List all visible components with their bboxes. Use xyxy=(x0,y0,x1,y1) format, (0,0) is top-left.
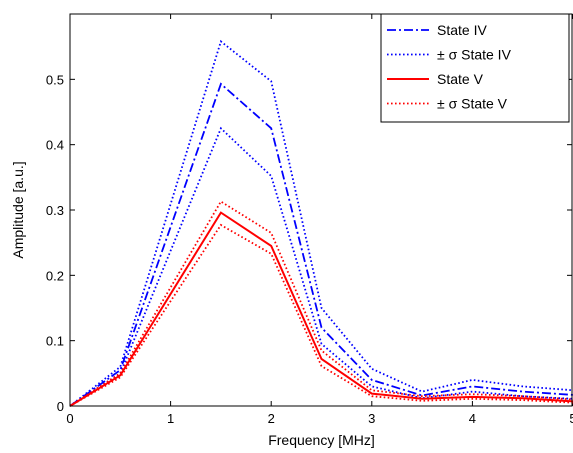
legend-label: State V xyxy=(437,71,484,87)
legend-label: State IV xyxy=(437,22,487,38)
series-line-1 xyxy=(69,39,573,407)
legend: State IV ± σ State IV State V ± σ State V xyxy=(380,13,570,123)
x-tick-label: 0 xyxy=(66,411,73,426)
series-line-0 xyxy=(69,82,573,407)
plot-frame xyxy=(69,13,573,407)
y-tick-label: 0.2 xyxy=(46,268,64,283)
x-tick-label: 5 xyxy=(569,411,573,426)
x-tick-label: 4 xyxy=(469,411,476,426)
legend-label: ± σ State V xyxy=(437,96,508,112)
legend-label: ± σ State IV xyxy=(437,47,512,63)
series-line-5 xyxy=(69,223,573,407)
y-tick-label: 0 xyxy=(57,399,64,414)
series-line-4 xyxy=(69,200,573,407)
y-tick-label: 0.4 xyxy=(46,138,64,153)
y-tick-label: 0.3 xyxy=(46,203,64,218)
series-lines xyxy=(69,39,573,407)
x-tick-label: 2 xyxy=(268,411,275,426)
y-tick-label: 0.1 xyxy=(46,334,64,349)
x-axis-title: Frequency [MHz] xyxy=(268,432,375,448)
x-tick-label: 3 xyxy=(368,411,375,426)
y-axis-title: Amplitude [a.u.] xyxy=(10,161,26,258)
series-line-2 xyxy=(69,126,573,407)
y-tick-label: 0.5 xyxy=(46,72,64,87)
x-tick-label: 1 xyxy=(167,411,174,426)
series-line-3 xyxy=(69,211,573,407)
